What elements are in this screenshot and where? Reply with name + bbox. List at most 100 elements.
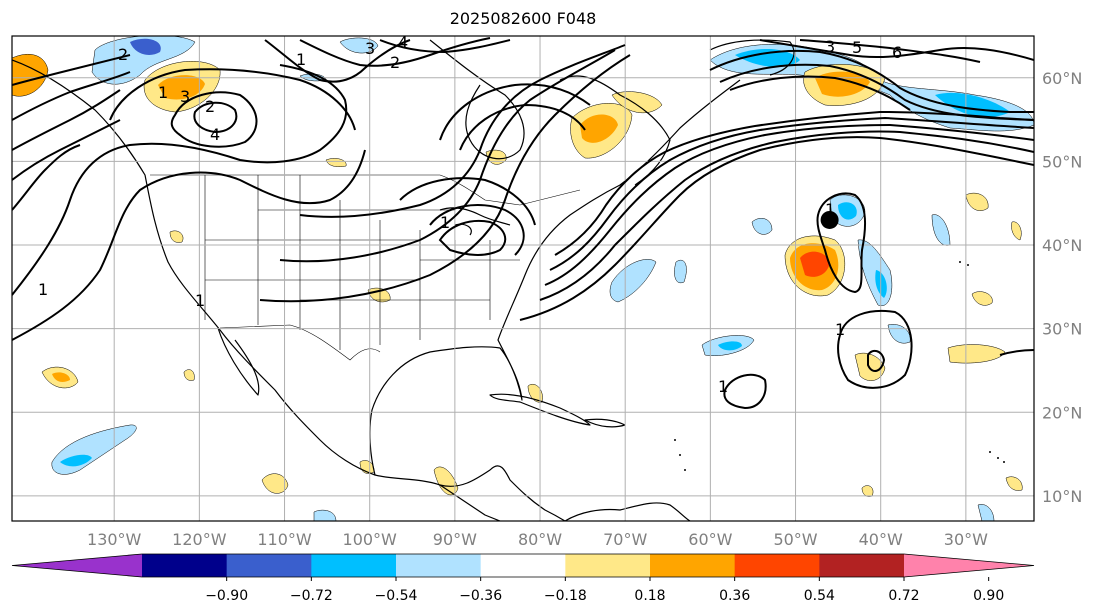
central-america-coastline xyxy=(439,465,566,521)
contour-line xyxy=(439,83,591,141)
closed-contour xyxy=(816,192,866,294)
us-mexico-border xyxy=(219,324,381,361)
longitude-labels: 130°W 120°W 110°W 100°W 90°W 80°W 70°W 60°W 50°W… xyxy=(87,530,988,549)
closed-contour xyxy=(723,373,767,410)
colorbar-segment xyxy=(819,554,905,577)
colorbar-tick-label: 0.36 xyxy=(719,588,750,604)
colorbar-segment xyxy=(226,554,312,577)
contour-line xyxy=(299,44,626,218)
contour-label: 1 xyxy=(195,291,205,310)
contour-line xyxy=(459,103,586,151)
colorbar-tick-label: −0.90 xyxy=(205,588,248,604)
contour-line xyxy=(399,177,536,226)
colorbar-tick-label: 0.72 xyxy=(888,588,919,604)
positive-anomaly-peak xyxy=(800,251,830,277)
contour-line xyxy=(519,136,1034,321)
positive-anomaly-patch xyxy=(861,485,874,497)
contour-label: 6 xyxy=(892,43,902,62)
contour-line xyxy=(12,144,81,211)
colorbar-segment xyxy=(650,554,736,577)
positive-anomaly-patch xyxy=(433,466,459,496)
chart-title: 2025082600 F048 xyxy=(449,9,597,28)
contour-label: 4 xyxy=(210,125,220,144)
contour-label: 2 xyxy=(205,97,215,116)
contour-line xyxy=(12,64,348,296)
colorbar: −0.90 −0.72 −0.54 −0.36 −0.18 0.18 0.36 0.54 0.7… xyxy=(11,553,1035,604)
negative-anomaly-core xyxy=(130,38,161,55)
longitude-label: 90°W xyxy=(433,530,477,549)
contour-label: 1 xyxy=(440,213,450,232)
negative-anomaly-patch xyxy=(931,214,951,246)
contour-line xyxy=(539,130,1034,301)
latitude-label: 20°N xyxy=(1042,403,1082,422)
negative-anomaly-core xyxy=(838,202,857,220)
colorbar-tick-label: 0.54 xyxy=(804,588,835,604)
negative-anomaly-patch xyxy=(609,259,657,303)
positive-anomaly-core xyxy=(580,114,618,143)
greenland-coastline xyxy=(709,39,795,76)
longitude-label: 70°W xyxy=(603,530,647,549)
south-america-coastline xyxy=(564,502,691,521)
positive-anomaly-patch xyxy=(947,344,1006,364)
state-borders xyxy=(204,175,520,350)
positive-anomaly-patch xyxy=(169,230,184,243)
contour-line xyxy=(554,110,1034,256)
positive-anomaly-patch xyxy=(12,54,49,97)
latitude-label: 30°N xyxy=(1042,320,1082,339)
storm-center-marker xyxy=(820,210,839,229)
colorbar-extend-min xyxy=(12,554,142,577)
positive-anomaly-patch xyxy=(965,192,989,211)
contour-line xyxy=(299,37,491,67)
colorbar-segment xyxy=(142,554,228,577)
negative-anomaly-core xyxy=(735,48,800,67)
contour-label: 2 xyxy=(390,53,400,72)
positive-anomaly-patch xyxy=(183,369,195,381)
north-america-coastline xyxy=(12,59,501,521)
contour-label: 3 xyxy=(365,39,375,58)
colorbar-tick-label: −0.36 xyxy=(459,588,502,604)
us-canada-border xyxy=(150,174,581,206)
longitude-label: 50°W xyxy=(773,530,817,549)
positive-anomaly-patch xyxy=(261,473,289,494)
political-borders xyxy=(150,174,581,361)
latitude-labels: 10°N 20°N 30°N 40°N 50°N 60°N xyxy=(1042,69,1082,506)
contour-labels: 1 1 1 2 2 3 3 4 4 5 6 3 1 1 1 1 2 1 xyxy=(38,33,902,396)
contour-line xyxy=(12,149,366,341)
positive-anomaly-core xyxy=(158,75,205,100)
contour-line xyxy=(264,39,411,83)
contour-line xyxy=(259,54,631,303)
negative-anomaly-patch xyxy=(313,509,337,521)
negative-anomaly-core xyxy=(60,454,92,467)
colorbar-tick-label: 0.90 xyxy=(973,588,1004,604)
baja-california-coastline xyxy=(217,327,260,396)
contour-line xyxy=(544,123,1034,286)
contour-line xyxy=(999,349,1034,356)
negative-anomaly-patch xyxy=(977,504,995,521)
colorbar-segment xyxy=(311,554,397,577)
colorbar-tick-label: 0.18 xyxy=(634,588,665,604)
contour-line xyxy=(12,71,131,121)
colorbar-segment xyxy=(480,554,566,577)
colorbar-extend-max xyxy=(904,554,1034,577)
longitude-label: 110°W xyxy=(257,530,312,549)
contour-line xyxy=(12,119,121,181)
negative-anomaly-patch xyxy=(857,239,893,306)
low-center-contour xyxy=(170,91,258,148)
negative-anomaly-patch xyxy=(51,424,137,475)
colorbar-segment xyxy=(565,554,651,577)
hudson-bay-coastline xyxy=(429,39,525,160)
latitude-label: 10°N xyxy=(1042,487,1082,506)
positive-anomaly-core xyxy=(52,372,70,382)
contour-label: 1 xyxy=(38,280,48,299)
negative-anomaly-patch xyxy=(339,37,379,54)
positive-anomaly-patch xyxy=(325,158,347,167)
contour-label: 1 xyxy=(296,50,306,69)
contour-line xyxy=(719,63,1034,121)
contour-line xyxy=(379,39,511,54)
contour-label: 4 xyxy=(398,33,408,52)
contour-label: 1 xyxy=(158,83,168,102)
colorbar-outline xyxy=(11,553,1035,578)
negative-anomaly-patch xyxy=(751,218,773,235)
latitude-label: 60°N xyxy=(1042,69,1082,88)
